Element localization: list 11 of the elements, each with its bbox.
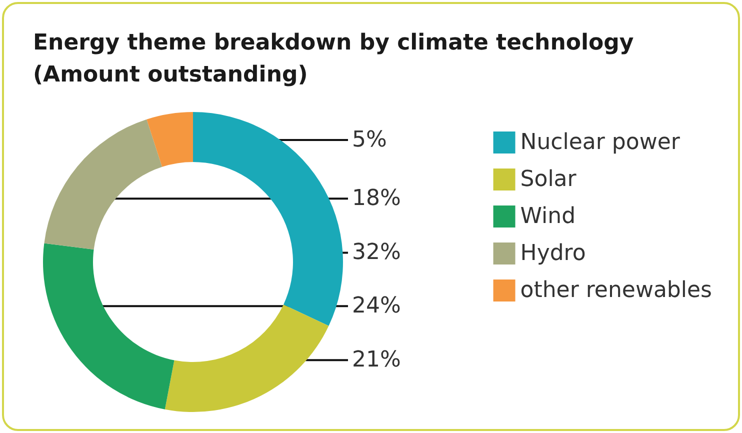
- data-label: 21%: [352, 348, 401, 373]
- legend-label: Solar: [520, 167, 578, 192]
- legend-label: other renewables: [520, 278, 712, 303]
- data-label: 18%: [352, 186, 401, 212]
- chart-title: Energy theme breakdown by climate technology (Amount outstanding): [33, 30, 642, 88]
- legend-label: Nuclear power: [520, 130, 681, 155]
- legend-label: Wind: [520, 204, 576, 229]
- data-label: 32%: [352, 240, 401, 266]
- data-label: 5%: [352, 128, 387, 153]
- data-label: 24%: [352, 294, 401, 319]
- legend-label: Hydro: [520, 241, 586, 266]
